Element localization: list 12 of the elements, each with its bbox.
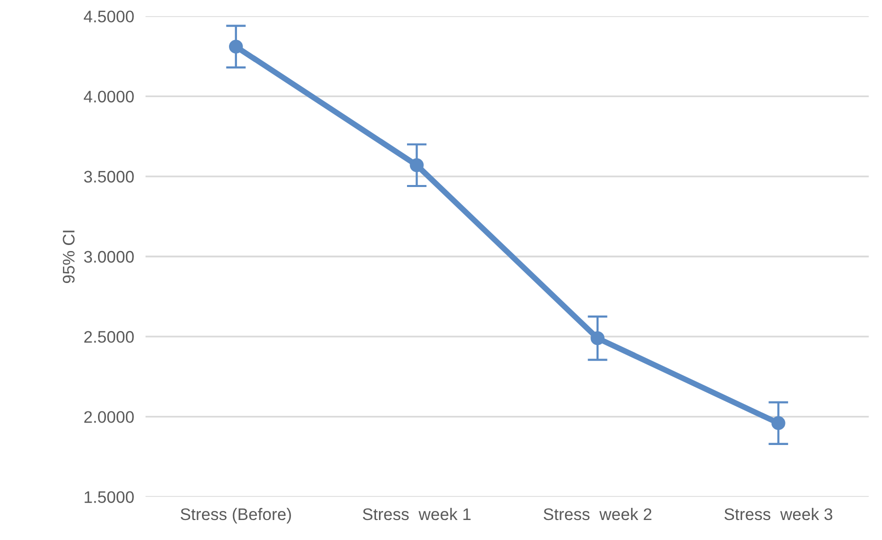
x-tick-label: Stress week 3	[724, 508, 832, 520]
x-tick-label: Stress week 1	[362, 508, 471, 520]
y-tick-label: 3.0000	[84, 250, 134, 263]
x-tick-label: Stress (Before)	[180, 508, 291, 524]
x-tick-label: Stress week 2	[544, 508, 652, 520]
y-axis-title: 95% CI	[62, 230, 75, 284]
y-tick-label: 3.5000	[84, 170, 134, 183]
y-tick-label: 1.5000	[84, 491, 134, 504]
y-tick-label: 2.5000	[84, 331, 134, 343]
y-tick-label: 2.0000	[84, 411, 134, 423]
y-tick-label: 4.0000	[84, 90, 134, 103]
y-tick-label: 4.5000	[84, 10, 134, 22]
